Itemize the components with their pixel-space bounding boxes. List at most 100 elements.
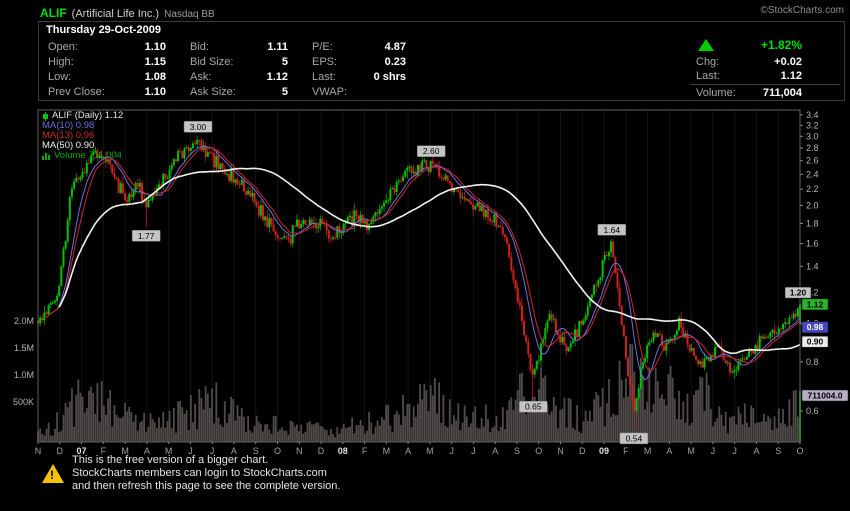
volume-bar xyxy=(695,390,697,442)
candle-body xyxy=(737,362,740,370)
candle-body xyxy=(627,357,630,377)
x-axis-label: S xyxy=(775,446,781,456)
volume-bar xyxy=(580,432,583,442)
quote-label: Bid Size: xyxy=(190,56,234,68)
quote-label: Ask Size: xyxy=(190,86,236,98)
volume-bar xyxy=(79,392,82,442)
volume-bar xyxy=(788,399,791,442)
volume-bar xyxy=(499,426,502,442)
volume-bar xyxy=(172,407,175,442)
volume-bar xyxy=(223,401,226,442)
candle-body xyxy=(177,151,180,162)
volume-bar xyxy=(147,426,150,442)
candle-body xyxy=(77,177,80,180)
exchange-name: Nasdaq BB xyxy=(164,9,215,20)
candle-body xyxy=(586,306,589,316)
candle-body xyxy=(53,300,56,303)
volume-bar xyxy=(480,417,483,442)
candle-body xyxy=(535,361,538,369)
volume-bar xyxy=(557,428,559,442)
axis-value-box: 1.20 xyxy=(784,286,812,299)
volume-bar xyxy=(134,414,137,442)
candle-body xyxy=(92,151,95,156)
volume-bar xyxy=(446,427,449,442)
volume-bar xyxy=(162,411,165,442)
company-name: (Artificial Life Inc.) xyxy=(71,8,160,20)
volume-bar xyxy=(217,417,220,442)
candle-body xyxy=(733,370,736,373)
volume-bar xyxy=(563,397,566,442)
candle-body xyxy=(489,217,492,222)
quote-value: 5 xyxy=(281,56,288,68)
volume-bar xyxy=(73,426,75,442)
candle-body xyxy=(111,164,114,174)
candle-body xyxy=(204,145,207,157)
volume-bar xyxy=(465,416,468,442)
candle-body xyxy=(616,272,619,288)
volume-icon xyxy=(42,153,50,160)
volume-bar xyxy=(718,406,721,442)
volume-bar xyxy=(43,435,46,442)
x-axis-label: M xyxy=(644,446,652,456)
candle-body xyxy=(376,212,379,214)
svg-text:1.64: 1.64 xyxy=(604,225,621,235)
candle-body xyxy=(391,188,394,190)
candle-body xyxy=(183,148,186,159)
candle-body xyxy=(531,369,534,375)
candle-body xyxy=(151,194,154,200)
candle-body xyxy=(366,220,368,231)
stockcharts-copyright-link[interactable]: ©StockCharts.com xyxy=(760,5,844,16)
volume-bar xyxy=(684,422,687,442)
candle-body xyxy=(457,189,460,192)
volume-bar xyxy=(493,426,496,442)
candle-body xyxy=(529,353,532,370)
volume-bar xyxy=(777,408,780,442)
x-axis-label: J xyxy=(210,446,215,456)
volume-bar xyxy=(209,407,211,442)
candle-body xyxy=(380,206,383,209)
candle-body xyxy=(682,327,685,338)
volume-bar xyxy=(334,437,337,442)
volume-bar xyxy=(192,422,194,442)
candle-body xyxy=(455,188,458,190)
volume-bar xyxy=(748,427,750,442)
candle-body xyxy=(109,159,112,165)
candle-body xyxy=(459,191,462,198)
volume-bar xyxy=(315,422,317,442)
candle-body xyxy=(257,205,260,216)
candle-body xyxy=(446,175,449,181)
volume-bar xyxy=(516,390,519,442)
candle-body xyxy=(484,210,487,217)
candle-body xyxy=(138,182,141,187)
volume-bar xyxy=(470,423,472,442)
volume-bar xyxy=(726,433,729,442)
plot-frame xyxy=(37,109,801,443)
x-axis-label: O xyxy=(535,446,542,456)
volume-bar xyxy=(126,411,129,442)
candle-body xyxy=(784,322,787,325)
candle-body xyxy=(73,181,76,189)
candle-body xyxy=(476,202,479,207)
price-axis-label: 2.8 xyxy=(806,143,819,153)
candle-body xyxy=(85,162,88,174)
volume-bar xyxy=(251,432,254,442)
candle-body xyxy=(240,180,243,185)
candle-body xyxy=(406,167,409,171)
volume-bar xyxy=(58,432,61,442)
volume-bar xyxy=(555,405,557,442)
candle-body xyxy=(170,165,173,170)
candle-body xyxy=(548,314,551,321)
volume-bar xyxy=(268,429,271,442)
candle-body xyxy=(113,173,116,178)
volume-bar xyxy=(599,406,602,442)
volume-bar xyxy=(501,407,504,442)
summary-divider xyxy=(690,84,840,85)
volume-bar xyxy=(393,414,396,442)
volume-bar xyxy=(735,424,738,442)
candle-body xyxy=(796,308,799,317)
candle-body xyxy=(453,188,456,192)
volume-bar xyxy=(434,378,436,442)
candle-body xyxy=(215,155,218,168)
volume-bar xyxy=(760,421,763,442)
volume-bar xyxy=(731,416,733,442)
